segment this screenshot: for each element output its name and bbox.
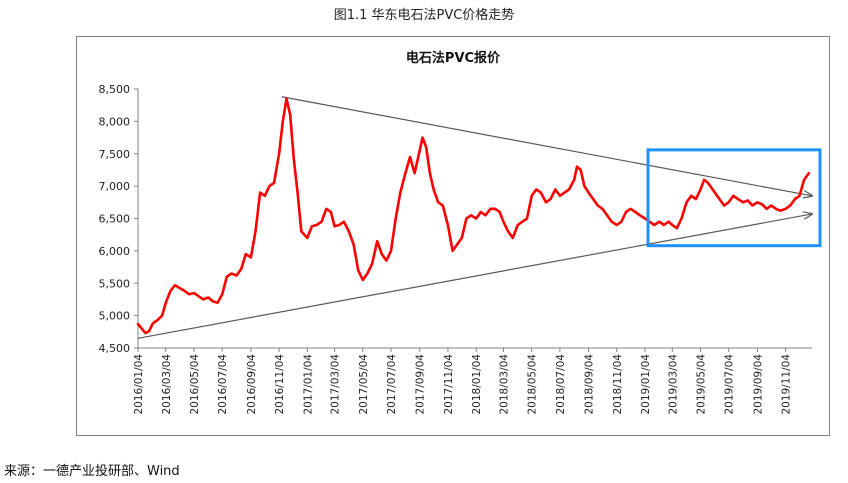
x-tick-label: 2018/03/04 — [498, 354, 510, 415]
x-tick-label: 2018/01/04 — [471, 354, 483, 415]
x-tick-label: 2018/07/04 — [555, 354, 567, 415]
x-tick-label: 2017/05/04 — [358, 354, 370, 415]
x-tick-label: 2017/03/04 — [330, 354, 342, 415]
trendline — [281, 96, 812, 196]
y-tick-label: 7,500 — [99, 148, 131, 161]
y-axis: 4,500 5,000 5,500 6,000 6,500 7,000 7,500 8,000… — [99, 83, 139, 355]
y-tick-label: 6,000 — [99, 245, 131, 258]
x-tick-label: 2019/05/04 — [696, 354, 708, 415]
x-tick-label: 2018/05/04 — [527, 354, 539, 415]
x-tick-label: 2019/11/04 — [781, 354, 793, 415]
highlight-box — [646, 148, 822, 248]
y-tick-label: 4,500 — [99, 342, 131, 355]
x-tick-label: 2016/07/04 — [217, 354, 229, 415]
x-tick-label: 2016/05/04 — [189, 354, 201, 415]
y-tick-label: 5,500 — [99, 277, 131, 290]
x-tick-label: 2016/01/04 — [133, 354, 145, 415]
x-tick-label: 2017/11/04 — [443, 354, 455, 415]
x-tick-label: 2019/09/04 — [752, 354, 764, 415]
x-tick-label: 2019/03/04 — [667, 354, 679, 415]
figure-caption: 图1.1 华东电石法PVC价格走势 — [333, 8, 515, 23]
x-tick-label: 2019/07/04 — [724, 354, 736, 415]
trendline — [137, 214, 812, 339]
y-tick-label: 8,000 — [99, 115, 131, 128]
trendlines — [137, 96, 812, 339]
x-tick-label: 2017/09/04 — [415, 354, 427, 415]
x-tick-label: 2018/11/04 — [612, 354, 624, 415]
x-tick-label: 2017/07/04 — [386, 354, 398, 415]
price-series-line — [136, 97, 811, 335]
series-layer — [136, 97, 811, 335]
y-tick-label: 5,000 — [99, 310, 131, 323]
x-tick-label: 2017/01/04 — [302, 354, 314, 415]
x-tick-label: 2016/09/04 — [246, 354, 258, 415]
source-note: 来源：一德产业投研部、Wind — [4, 464, 180, 479]
x-tick-label: 2019/01/04 — [640, 354, 652, 415]
y-tick-label: 7,000 — [99, 180, 131, 193]
highlight-layer — [646, 148, 822, 248]
y-tick-label: 8,500 — [99, 83, 131, 96]
x-tick-label: 2016/11/04 — [274, 354, 286, 415]
x-tick-label: 2018/09/04 — [584, 354, 596, 415]
y-tick-label: 6,500 — [99, 213, 131, 226]
x-axis: 2016/01/04 2016/03/04 2016/05/04 2016/07/04… — [133, 347, 812, 415]
chart-frame — [76, 36, 830, 436]
chart-title: 电石法PVC报价 — [405, 51, 501, 66]
x-tick-label: 2016/03/04 — [161, 354, 173, 415]
